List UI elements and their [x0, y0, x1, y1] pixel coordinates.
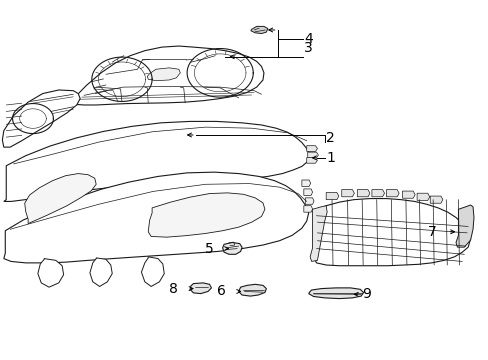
Polygon shape [402, 191, 414, 198]
Polygon shape [305, 198, 313, 204]
Polygon shape [371, 190, 384, 197]
Polygon shape [25, 174, 96, 224]
Text: 8: 8 [168, 282, 177, 296]
Polygon shape [306, 146, 317, 152]
Polygon shape [325, 193, 338, 200]
Text: 9: 9 [362, 287, 370, 301]
Polygon shape [301, 180, 310, 186]
Polygon shape [308, 288, 363, 298]
Polygon shape [68, 46, 264, 105]
Polygon shape [307, 152, 318, 158]
Text: 5: 5 [204, 242, 213, 256]
Polygon shape [429, 196, 442, 203]
Text: 7: 7 [427, 225, 436, 239]
Polygon shape [4, 121, 309, 202]
Polygon shape [455, 205, 473, 247]
Polygon shape [222, 243, 242, 254]
Polygon shape [357, 190, 369, 197]
Polygon shape [416, 193, 429, 201]
Polygon shape [148, 193, 264, 237]
Polygon shape [303, 206, 312, 212]
Text: 6: 6 [217, 284, 225, 298]
Polygon shape [190, 283, 211, 294]
Polygon shape [386, 190, 398, 197]
Polygon shape [38, 258, 63, 287]
Polygon shape [309, 206, 326, 261]
Polygon shape [250, 26, 267, 33]
Polygon shape [306, 157, 317, 163]
Text: 2: 2 [325, 131, 334, 145]
Polygon shape [2, 90, 80, 147]
Polygon shape [313, 199, 469, 266]
Text: 1: 1 [325, 151, 334, 165]
Text: 3: 3 [303, 41, 312, 55]
Polygon shape [238, 284, 266, 296]
Polygon shape [341, 190, 354, 197]
Text: 4: 4 [303, 32, 312, 46]
Polygon shape [303, 189, 312, 195]
Polygon shape [147, 68, 180, 81]
Polygon shape [90, 258, 112, 287]
Polygon shape [141, 257, 164, 287]
Polygon shape [4, 172, 308, 263]
